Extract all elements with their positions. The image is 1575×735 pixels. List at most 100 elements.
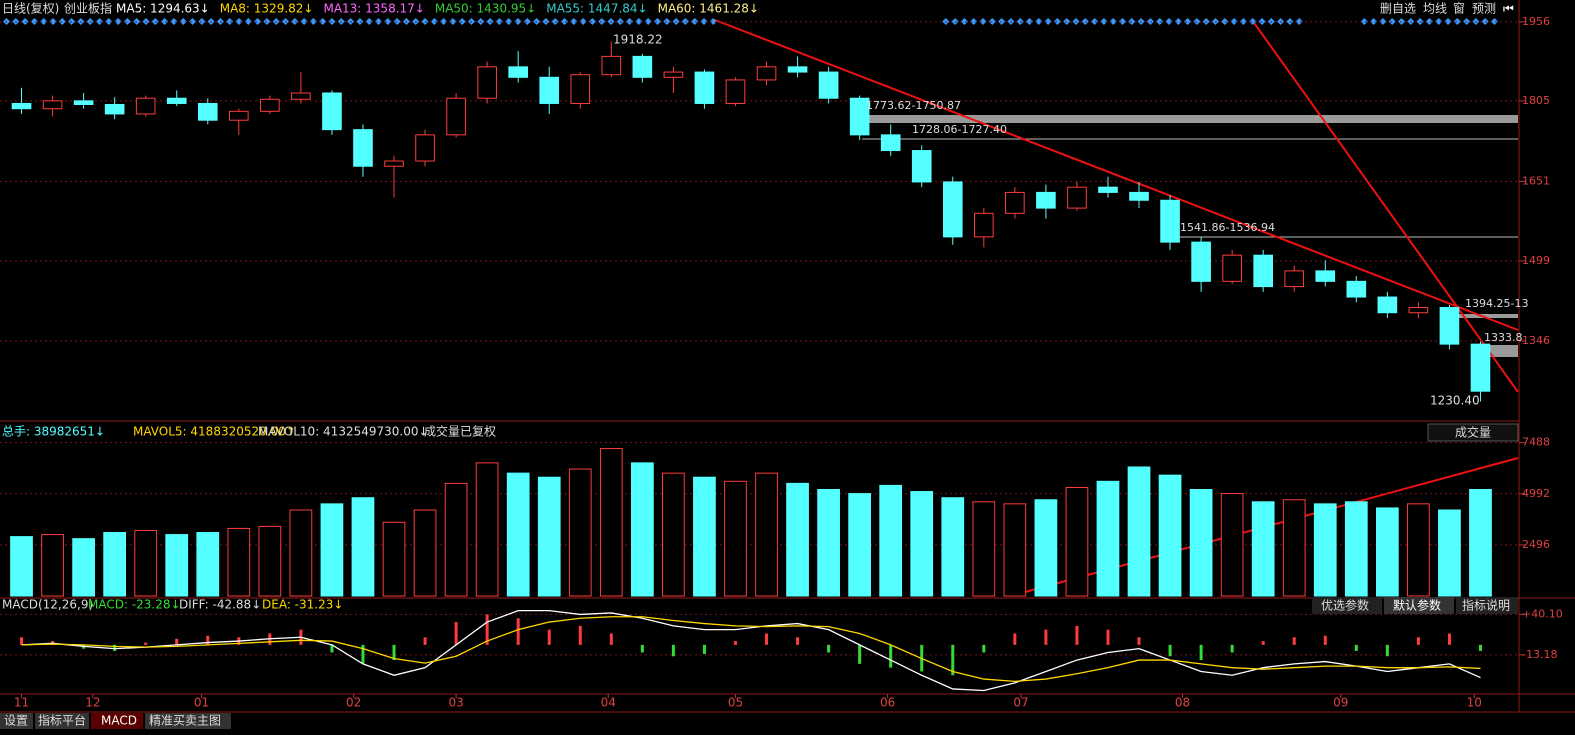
signal-diamond [235,17,243,26]
tab[interactable] [0,713,33,729]
button[interactable]: 指标说明 [1462,598,1510,613]
y-tick-label: -13.18 [1522,648,1557,661]
candle-body [415,134,435,162]
annotation: 1230.40 [1430,394,1480,408]
x-tick-label: 04 [601,696,616,710]
x-tick-label: 11 [14,696,29,710]
signal-diamond [653,17,662,26]
candle-body [1191,241,1211,282]
volume-bar [910,491,934,597]
gap-zone [862,115,1518,123]
annotation: 1541.86-1536.94 [1180,221,1275,234]
y-tick-label: 7488 [1522,436,1550,449]
button[interactable]: 预测 [1472,2,1496,16]
volume-bar [1189,489,1213,597]
volume-bar [258,525,282,597]
signal-diamond [514,17,522,26]
candle-body [974,212,994,238]
volume-bar [630,462,654,597]
volume-bar [41,534,64,597]
candle-body [570,74,591,104]
signal-diamond [374,17,383,26]
annotation: 1333.8 [1484,331,1523,344]
tab-label[interactable]: 精准买卖主图 [149,714,221,728]
button[interactable]: 均线 [1423,2,1447,16]
x-tick-label: 03 [448,696,463,710]
icon[interactable]: ⏮ [1503,2,1514,16]
candle-body [73,100,94,106]
button[interactable]: 默认参数 [1393,598,1441,613]
volume-bar [972,501,996,597]
x-tick-label: 08 [1175,696,1190,710]
y-tick-label: 1346 [1522,334,1550,347]
tab[interactable] [91,713,143,729]
candle-body [1346,280,1367,298]
candle-body [353,129,373,167]
volume-bar [1469,489,1492,597]
x-tick-label: 12 [85,696,100,710]
signal-diamond [588,17,596,26]
volume-bar [568,468,592,597]
button[interactable]: 优选参数 [1321,598,1369,613]
candle-body [694,71,715,104]
volume-total: 总手: 38982651↓ [2,425,105,439]
volume-bar [1158,474,1182,597]
button-bg[interactable] [1384,597,1454,614]
volume-bar [1282,499,1306,597]
tab-label[interactable]: 指标平台 [38,713,86,728]
period: 日线(复权) [2,2,59,16]
button[interactable]: 窗 [1453,2,1465,16]
candle-body [818,71,839,99]
symbol: 创业板指 [64,1,112,16]
button-bg[interactable] [1312,597,1382,614]
ma-label: MA13: 1358.17↓ [323,2,424,16]
candle-body [1470,343,1491,392]
diff-line [21,609,1481,692]
signal-diamond [560,17,569,26]
signal-diamond [970,17,978,26]
candle-body [1036,191,1056,209]
candle-body [601,55,622,76]
x-tick-label: 06 [880,696,895,710]
button[interactable]: 删自选 [1380,2,1416,16]
volume-bar [1065,486,1089,597]
candle-body [1315,270,1336,282]
tab[interactable] [35,713,89,729]
signal-diamond [709,17,717,26]
volume-bar [786,482,809,597]
volume-bar [755,472,778,597]
y-tick-label: +40.10 [1522,607,1563,620]
signal-diamond [523,17,531,26]
annotation: 1728.06-1727.40 [912,123,1007,136]
candle-body [1222,254,1242,282]
y-tick-label: 1651 [1522,174,1550,187]
candle-body [135,97,156,115]
annotation: 1773.62-1750.87 [866,99,961,112]
x-tick-label: 10 [1467,696,1482,710]
selector[interactable] [1427,423,1519,442]
candle-body [291,92,311,100]
tab-label[interactable]: 设置 [4,714,28,728]
volume-bar [506,472,530,597]
macd-title: MACD(12,26,9) [2,598,93,612]
ma-label: MA8: 1329.82↓ [220,2,314,16]
tab-label[interactable]: MACD [101,714,137,728]
dea-value: DEA: -31.23↓ [262,598,343,612]
candle-body [787,66,808,73]
candle-body [1253,254,1273,288]
signal-diamond [700,17,708,26]
signal-diamond [300,17,308,26]
button-bg[interactable] [1456,597,1518,614]
signal-diamond [254,17,262,26]
volume-bar [848,493,872,597]
volume-bar [227,527,251,597]
signal-diamond [505,17,513,26]
volume-bar [320,503,344,597]
signal-diamond [244,17,252,26]
signal-diamond [393,17,401,26]
tab[interactable] [145,713,231,729]
selector-label[interactable]: 成交量 [1455,425,1491,440]
signal-diamond [691,17,699,26]
